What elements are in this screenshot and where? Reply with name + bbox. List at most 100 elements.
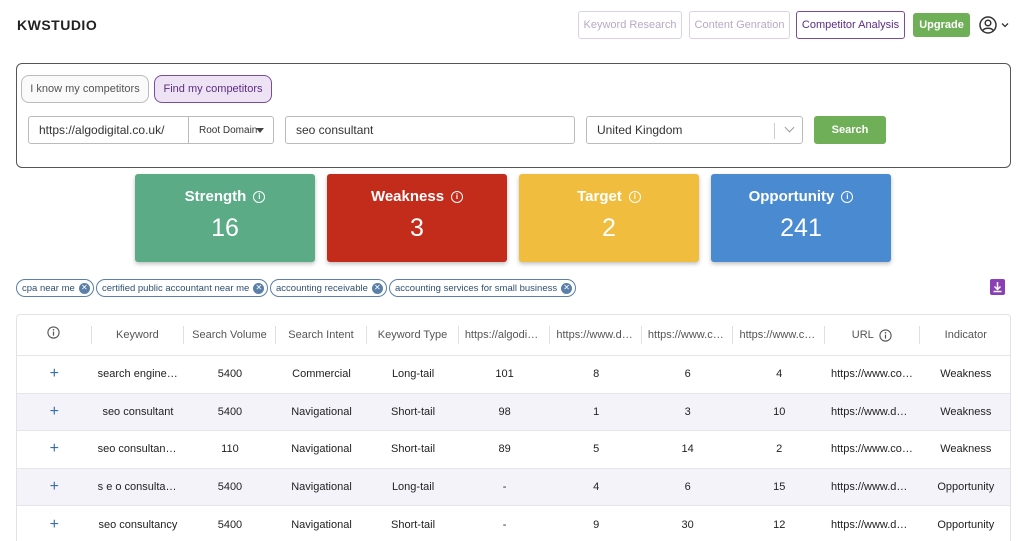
find-competitors-toggle[interactable]: Find my competitors [154, 75, 272, 103]
cell-keyword: search engine optimization consultant [97, 368, 185, 381]
expand-row-icon[interactable]: + [49, 478, 59, 496]
column-header-indicator[interactable]: Indicator [944, 329, 987, 341]
table-header-row: Keyword Search Volume Search Intent Keyw… [17, 315, 1010, 356]
expand-row-icon[interactable]: + [49, 515, 59, 533]
expand-row-icon[interactable]: + [49, 365, 59, 383]
country-value: United Kingdom [597, 123, 683, 137]
card-title: Opportunity [748, 188, 835, 205]
remove-tag-icon[interactable]: ✕ [371, 282, 383, 294]
info-icon[interactable]: i [451, 190, 464, 203]
search-button[interactable]: Search [814, 116, 886, 144]
keyword-tag[interactable]: certified public accountant near me ✕ [96, 279, 269, 297]
cell-competitor-4: 15 [773, 481, 786, 494]
card-title: Weakness [370, 188, 445, 205]
competitor-analysis-tab[interactable]: Competitor Analysis [796, 11, 905, 39]
cell-competitor-2: 9 [593, 518, 600, 531]
cell-search-volume: 5400 [217, 405, 243, 418]
cell-competitor-2: 8 [593, 368, 600, 381]
cell-search-intent: Commercial [292, 368, 351, 381]
target-card[interactable]: Target i 2 [519, 174, 699, 262]
top-header: KWSTUDIO Keyword Research Content Genrat… [0, 0, 1024, 50]
keyword-tag[interactable]: cpa near me ✕ [16, 279, 94, 297]
chevron-down-icon [784, 122, 795, 133]
app-logo[interactable]: KWSTUDIO [17, 17, 98, 33]
cell-url[interactable]: https://www.coursera.org [831, 368, 920, 381]
cell-url[interactable]: https://www.danielfoley.co.uk [831, 405, 920, 418]
table-row[interactable]: + search engine optimization consultant 54… [17, 356, 1010, 394]
cell-competitor-3: 3 [684, 405, 691, 418]
column-header-competitor-1[interactable]: https://algodigital. [459, 326, 551, 344]
cell-indicator: Opportunity [937, 518, 995, 531]
keyword-research-tab[interactable]: Keyword Research [578, 11, 682, 39]
table-row[interactable]: + s e o consultants 5400 Navigational Long-t… [17, 468, 1010, 507]
keyword-tag[interactable]: accounting services for small business ✕ [389, 279, 577, 297]
column-header-competitor-2[interactable]: https://www.danie [550, 326, 642, 344]
caret-down-icon [256, 128, 264, 133]
card-value: 16 [211, 214, 239, 242]
info-icon[interactable]: i [628, 190, 641, 203]
tag-label: certified public accountant near me [102, 282, 250, 294]
cell-competitor-1: 101 [495, 368, 514, 381]
cell-competitor-1: 89 [498, 443, 511, 456]
column-header-keyword-type[interactable]: Keyword Type [367, 326, 459, 344]
cell-competitor-4: 2 [776, 443, 783, 456]
info-column-header[interactable] [17, 326, 92, 344]
expand-row-icon[interactable]: + [49, 440, 59, 458]
tag-label: accounting services for small business [395, 282, 558, 294]
cell-competitor-2: 1 [593, 405, 600, 418]
cell-url[interactable]: https://www.danielfoley.co.uk [831, 481, 920, 494]
download-button[interactable] [990, 279, 1005, 295]
domain-input[interactable]: https://algodigital.co.uk/ [28, 116, 189, 144]
url-header-label: URL [851, 329, 874, 341]
cell-competitor-2: 5 [593, 443, 600, 456]
cell-keyword-type: Long-tail [391, 368, 435, 381]
column-header-competitor-3[interactable]: https://www.carrie [642, 326, 734, 344]
cell-indicator: Opportunity [937, 481, 995, 494]
cell-search-volume: 110 [221, 443, 239, 456]
cell-indicator: Weakness [940, 443, 992, 456]
account-menu[interactable] [979, 15, 1011, 35]
column-header-competitor-4[interactable]: https://www.cours [733, 326, 825, 344]
domain-scope-select[interactable]: Root Domain [189, 116, 274, 144]
table-row[interactable]: + seo consultant london 110 Navigational Sho… [17, 431, 1010, 469]
table-row[interactable]: + seo consultancy 5400 Navigational Short-ta… [17, 506, 1010, 541]
column-header-keyword[interactable]: Keyword [92, 326, 185, 344]
cell-search-intent: Navigational [291, 405, 352, 418]
cell-keyword: seo consultant [102, 405, 174, 418]
cell-url[interactable]: https://www.danielfoley.co.uk [831, 518, 920, 531]
column-header-search-intent[interactable]: Search Intent [276, 326, 368, 344]
column-header-url[interactable]: URL [825, 326, 920, 344]
cell-keyword-type: Short-tail [391, 443, 436, 456]
strength-card[interactable]: Strength i 16 [135, 174, 315, 262]
cell-url[interactable]: https://www.coursera.org [831, 443, 920, 456]
opportunity-card[interactable]: Opportunity i 241 [711, 174, 891, 262]
know-competitors-toggle[interactable]: I know my competitors [21, 75, 149, 103]
info-icon[interactable] [879, 328, 892, 342]
user-icon [979, 16, 997, 34]
keyword-input[interactable]: seo consultant [285, 116, 575, 144]
remove-tag-icon[interactable]: ✕ [253, 282, 265, 294]
country-select[interactable]: United Kingdom [586, 116, 803, 144]
card-title: Target [577, 188, 622, 205]
column-header-search-volume[interactable]: Search Volume [184, 326, 276, 344]
cell-competitor-1: - [502, 518, 507, 531]
card-value: 3 [410, 214, 424, 242]
chevron-down-icon [1001, 23, 1009, 28]
select-separator [774, 123, 775, 139]
keyword-tag[interactable]: accounting receivable ✕ [270, 279, 387, 297]
table-row[interactable]: + seo consultant 5400 Navigational Short-tai… [17, 393, 1010, 432]
remove-tag-icon[interactable]: ✕ [78, 282, 90, 294]
card-value: 241 [780, 214, 822, 242]
search-panel: I know my competitors Find my competitor… [16, 63, 1011, 168]
expand-row-icon[interactable]: + [49, 402, 59, 420]
info-icon [47, 326, 60, 339]
remove-tag-icon[interactable]: ✕ [561, 282, 573, 294]
weakness-card[interactable]: Weakness i 3 [327, 174, 507, 262]
content-generation-tab[interactable]: Content Genration [689, 11, 790, 39]
upgrade-button[interactable]: Upgrade [913, 13, 970, 37]
cell-keyword-type: Short-tail [391, 518, 436, 531]
cell-keyword: seo consultant london [97, 443, 185, 456]
info-icon[interactable]: i [841, 190, 854, 203]
info-icon[interactable]: i [253, 190, 266, 203]
card-title: Strength [184, 188, 247, 205]
